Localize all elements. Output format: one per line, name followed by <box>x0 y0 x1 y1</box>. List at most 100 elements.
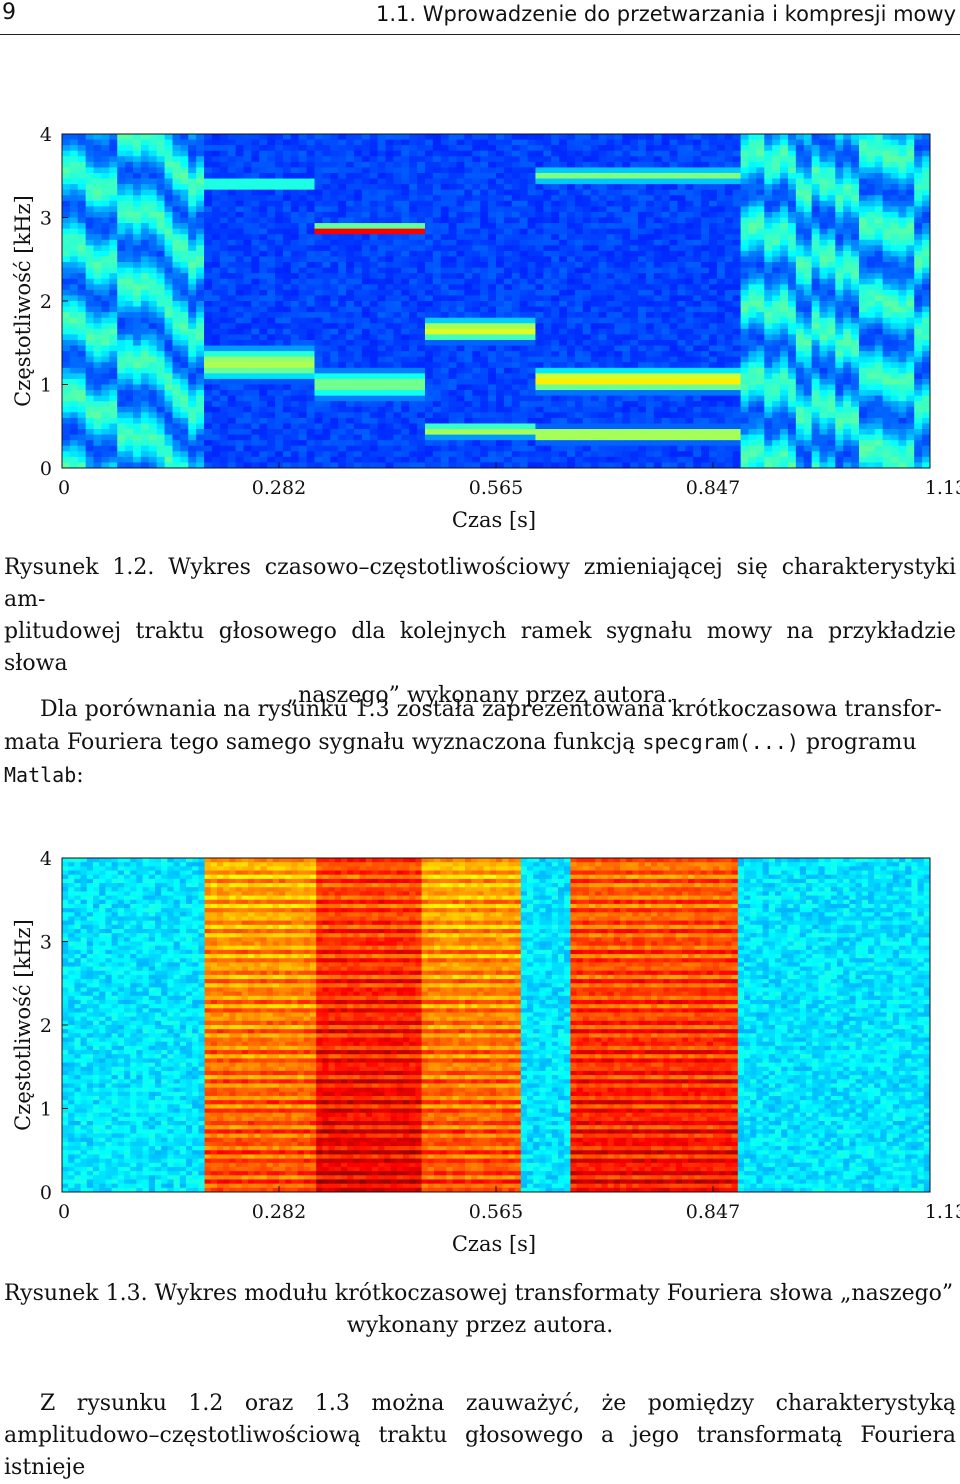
heatmap-cell <box>77 234 87 241</box>
heatmap-cell <box>709 217 718 224</box>
heatmap-cell <box>685 262 694 269</box>
heatmap-cell <box>716 150 726 157</box>
heatmap-cell <box>267 451 276 458</box>
heatmap-cell <box>180 378 189 386</box>
heatmap-cell <box>140 406 150 413</box>
heatmap-cell <box>251 234 260 241</box>
heatmap-cell <box>424 339 434 347</box>
heatmap-cell <box>448 423 458 430</box>
heatmap-cell <box>543 239 552 246</box>
heatmap-cell <box>496 134 505 141</box>
heatmap-cell <box>196 306 205 313</box>
heatmap-cell <box>298 184 308 191</box>
heatmap-cell <box>417 417 426 425</box>
heatmap-cell <box>235 267 245 274</box>
heatmap-cell <box>148 262 158 269</box>
heatmap-cell <box>409 289 418 297</box>
heatmap-cell <box>140 373 150 380</box>
heatmap-cell <box>488 334 497 341</box>
heatmap-cell <box>353 256 363 263</box>
heatmap-cell <box>567 195 576 202</box>
heatmap-cell <box>511 445 521 452</box>
heatmap-cell <box>219 172 229 180</box>
heatmap-cell <box>669 406 679 413</box>
heatmap-cell <box>511 412 521 419</box>
heatmap-cell <box>93 362 103 369</box>
heatmap-cell <box>211 451 221 458</box>
heatmap-cell <box>590 200 600 207</box>
heatmap-cell <box>109 178 118 185</box>
heatmap-cell <box>109 462 118 468</box>
heatmap-cell <box>519 239 529 246</box>
heatmap-cell <box>424 301 434 308</box>
heatmap-cell <box>590 401 600 408</box>
heatmap-cell <box>645 445 655 452</box>
heatmap-cell <box>432 295 442 302</box>
heatmap-cell <box>353 150 363 157</box>
heatmap-cell <box>361 256 371 263</box>
heatmap-cell <box>567 273 576 280</box>
heatmap-cell <box>480 301 489 308</box>
heatmap-cell <box>346 334 355 341</box>
heatmap-cell <box>653 445 663 452</box>
heatmap-cell <box>456 145 466 152</box>
heatmap-cell <box>109 245 118 252</box>
heatmap-cell <box>204 267 213 274</box>
heatmap-cell <box>653 401 663 408</box>
heatmap-cell <box>401 189 410 196</box>
heatmap-cell <box>219 262 229 269</box>
heatmap-cell <box>582 434 592 441</box>
heatmap-cell <box>701 351 710 358</box>
heatmap-cell <box>519 145 529 152</box>
heatmap-cell <box>361 378 371 386</box>
heatmap-cell <box>306 362 316 369</box>
heatmap-cell <box>417 395 426 402</box>
heatmap-cell <box>669 445 679 452</box>
heatmap-cell <box>424 417 434 425</box>
heatmap-cell <box>330 406 339 413</box>
heatmap-cell <box>488 211 497 219</box>
heatmap-cell <box>164 367 174 374</box>
heatmap-cell <box>503 373 513 380</box>
heatmap-cell <box>432 362 442 369</box>
heatmap-cell <box>401 223 410 230</box>
heatmap-cell <box>164 234 174 241</box>
heatmap-cell <box>196 262 205 269</box>
heatmap-cell <box>685 373 694 380</box>
heatmap-cell <box>156 423 166 430</box>
heatmap-cell <box>693 306 702 313</box>
heatmap-cell <box>251 367 260 374</box>
heatmap-cell <box>93 278 103 285</box>
heatmap-cell <box>148 267 158 274</box>
heatmap-cell <box>77 262 87 269</box>
heatmap-cell <box>693 390 702 397</box>
heatmap-cell <box>622 345 631 352</box>
heatmap-cell <box>369 262 379 269</box>
heatmap-cell <box>267 390 276 397</box>
heatmap-cell <box>180 267 189 274</box>
heatmap-cell <box>440 145 450 152</box>
heatmap-cell <box>464 134 473 141</box>
heatmap-cell <box>614 451 623 458</box>
heatmap-cell <box>574 334 584 341</box>
heatmap-cell <box>235 390 245 397</box>
heatmap-cell <box>567 451 576 458</box>
heatmap-cell <box>117 312 126 319</box>
heatmap-cell <box>188 284 197 291</box>
heatmap-cell <box>622 139 631 146</box>
heatmap-cell <box>62 395 71 402</box>
heatmap-cell <box>172 178 181 185</box>
heatmap-cell <box>314 373 323 380</box>
heatmap-cell <box>77 429 87 436</box>
heatmap-cell <box>567 301 576 308</box>
heatmap-cell <box>306 250 316 258</box>
heatmap-cell <box>606 434 615 441</box>
heatmap-cell <box>606 378 615 386</box>
heatmap-cell <box>330 200 339 207</box>
heatmap-cell <box>140 356 150 363</box>
heatmap-cell <box>69 317 79 324</box>
heatmap-cell <box>488 456 497 464</box>
heatmap-cell <box>424 390 434 397</box>
heatmap-cell <box>133 367 142 374</box>
heatmap-cell <box>251 323 260 330</box>
